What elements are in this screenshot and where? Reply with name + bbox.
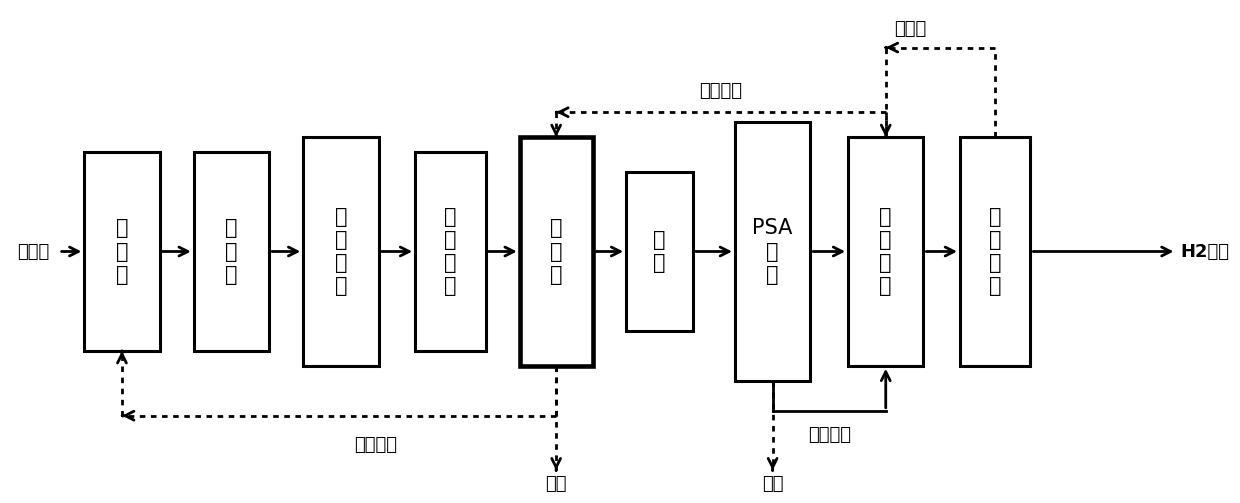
Text: 冲洗气: 冲洗气 (894, 20, 926, 38)
Text: 深
度
脱
水: 深 度 脱 水 (879, 207, 892, 296)
Text: 再生载气: 再生载气 (807, 426, 851, 444)
Bar (84, 152, 160, 351)
Text: 原料气: 原料气 (17, 242, 50, 261)
Text: H2产品: H2产品 (1180, 242, 1229, 261)
Bar (303, 137, 378, 366)
Bar (193, 152, 269, 351)
Bar (735, 122, 810, 381)
Text: 精
脱
氨: 精 脱 氨 (549, 218, 563, 285)
Text: 排放: 排放 (546, 475, 567, 493)
Text: 鼓
风
机: 鼓 风 机 (115, 218, 128, 285)
Bar (626, 172, 693, 331)
Text: 再生载气: 再生载气 (699, 82, 743, 100)
Bar (415, 152, 486, 351)
Bar (520, 137, 593, 366)
Text: 冷
却
压
缩: 冷 却 压 缩 (444, 207, 456, 296)
Bar (848, 137, 924, 366)
Bar (520, 137, 593, 366)
Text: 预
处
理: 预 处 理 (226, 218, 238, 285)
Text: 排放: 排放 (761, 475, 784, 493)
Text: 脱
氧: 脱 氧 (653, 230, 666, 273)
Text: PSA
提
氢: PSA 提 氢 (753, 218, 792, 285)
Bar (960, 137, 1030, 366)
Text: 再生气体: 再生气体 (355, 436, 397, 454)
Text: 氨
热
裂
解: 氨 热 裂 解 (335, 207, 347, 296)
Text: 氢
气
纯
化: 氢 气 纯 化 (990, 207, 1002, 296)
